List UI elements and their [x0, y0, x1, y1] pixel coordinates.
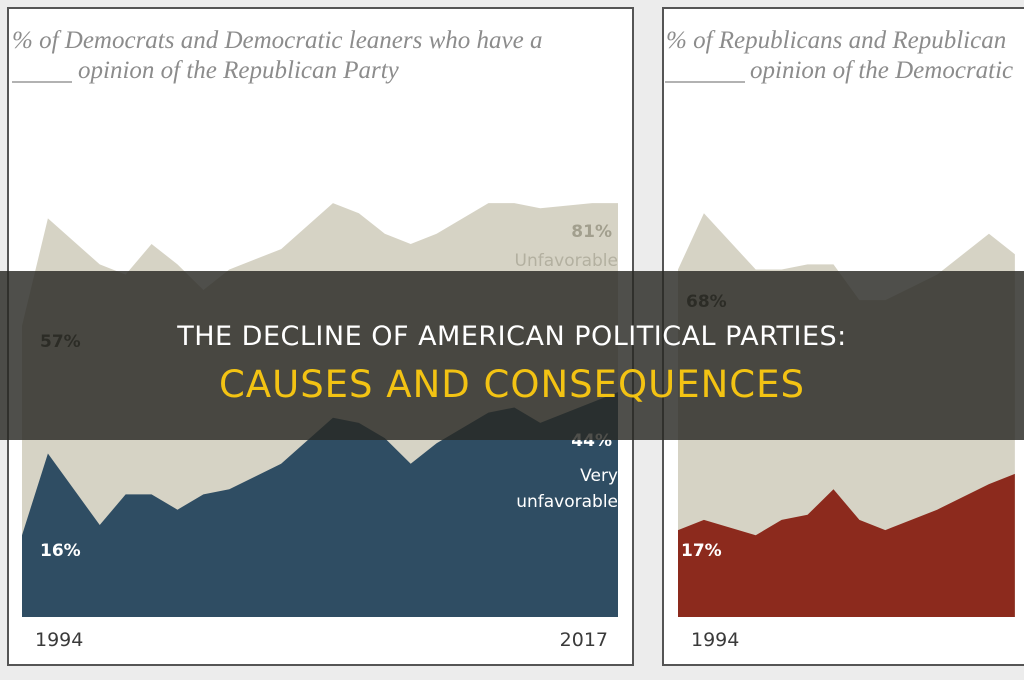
- series-label: Unfavorable: [514, 251, 618, 271]
- x-tick-label: 1994: [35, 629, 83, 651]
- x-tick-label: 1994: [691, 629, 739, 651]
- chart-title: % of Democrats and Democratic leaners wh…: [12, 27, 542, 54]
- chart-title: % of Republicans and Republican: [666, 27, 1006, 54]
- area: [678, 473, 1015, 617]
- annotation: 16%: [40, 541, 81, 561]
- series-label: Very unfavorable: [516, 466, 618, 512]
- x-tick-label: 2017: [560, 629, 608, 651]
- area: [22, 392, 618, 617]
- annotation: 81%: [571, 222, 612, 242]
- chart-title: opinion of the Republican Party: [78, 57, 400, 84]
- chart-title: opinion of the Democratic: [750, 57, 1013, 84]
- banner: THE DECLINE OF AMERICAN POLITICAL PARTIE…: [0, 271, 1024, 440]
- banner-line: CAUSES AND CONSEQUENCES: [218, 363, 806, 406]
- banner-line: THE DECLINE OF AMERICAN POLITICAL PARTIE…: [177, 321, 847, 352]
- annotation: 17%: [681, 541, 722, 561]
